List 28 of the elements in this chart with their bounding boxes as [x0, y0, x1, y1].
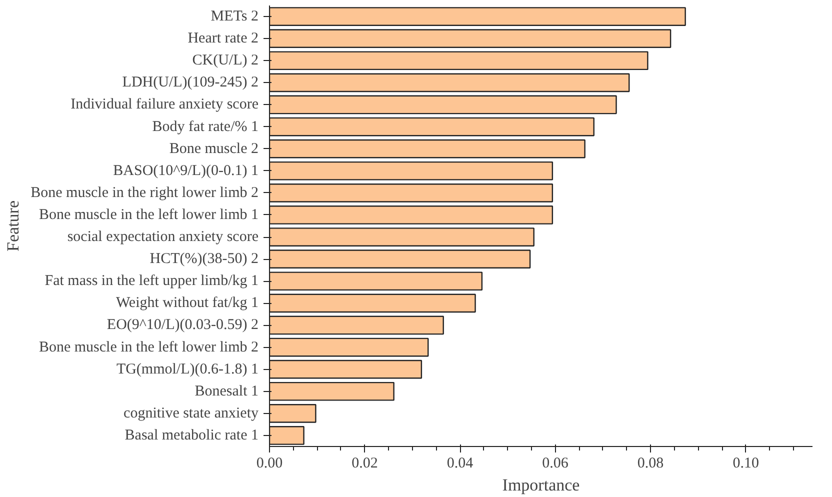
- y-tick-label: Heart rate 2: [188, 30, 259, 47]
- x-tick-label: 0.10: [732, 456, 759, 472]
- y-tick-label: EO(9^10/L)(0.03-0.59) 2: [106, 317, 259, 334]
- y-tick-label: LDH(U/L)(109-245) 2: [122, 74, 259, 91]
- y-tick-label: Bone muscle 2: [169, 140, 259, 157]
- x-tick-label: 0.02: [352, 456, 378, 472]
- y-tick-label: Basal metabolic rate 1: [124, 427, 259, 444]
- y-tick-label: TG(mmol/L)(0.6-1.8) 1: [116, 361, 259, 378]
- x-axis-title: Importance: [502, 476, 580, 494]
- y-tick-label: cognitive state anxiety: [124, 405, 259, 422]
- y-tick-label: METs 2: [210, 8, 258, 25]
- y-tick-label: Individual failure anxiety score: [70, 96, 259, 113]
- y-tick-label: Bone muscle in the left lower limb 1: [38, 206, 259, 223]
- y-tick-label: Fat mass in the left upper limb/kg 1: [44, 273, 259, 290]
- y-tick-label: social expectation anxiety score: [67, 229, 259, 246]
- y-tick-label: Body fat rate/% 1: [152, 118, 259, 135]
- y-tick-label: BASO(10^9/L)(0-0.1) 1: [113, 162, 259, 179]
- x-tick-label: 0.06: [542, 456, 569, 472]
- y-axis-title: Feature: [4, 200, 23, 252]
- y-tick-label: Bone muscle in the left lower limb 2: [38, 339, 259, 356]
- y-tick-label: Weight without fat/kg 1: [116, 295, 259, 312]
- x-tick-label: 0.08: [637, 456, 664, 472]
- y-tick-label: HCT(%)(38-50) 2: [150, 251, 259, 268]
- x-tick-label: 0.00: [256, 456, 283, 472]
- y-tick-label: Bone muscle in the right lower limb 2: [30, 184, 259, 201]
- y-tick-label: CK(U/L) 2: [192, 52, 259, 69]
- y-tick-label: Bonesalt 1: [194, 383, 259, 400]
- x-tick-label: 0.04: [446, 456, 474, 472]
